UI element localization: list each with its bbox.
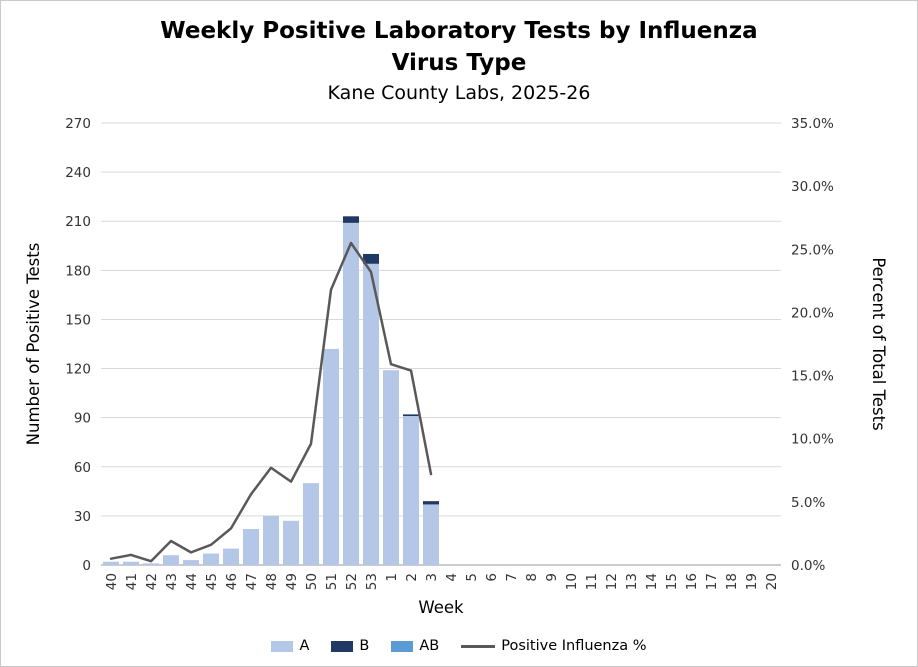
legend-item-ab: AB (391, 638, 439, 654)
bar-segment-b (423, 501, 439, 505)
x-tick-label: 44 (184, 573, 200, 590)
x-tick-label: 15 (664, 573, 680, 590)
right-tick-label: 10.0% (791, 432, 834, 448)
right-tick-label: 30.0% (791, 179, 834, 195)
x-tick-label: 12 (604, 573, 620, 590)
x-tick-label: 47 (244, 573, 260, 590)
bar-segment-b (403, 414, 419, 417)
legend-swatch-ab (391, 640, 414, 652)
chart-title: Weekly Positive Laboratory Tests by Infl… (160, 18, 758, 77)
bar-segment-a (163, 555, 179, 565)
x-tick-label: 40 (104, 573, 120, 590)
bar-segment-a (403, 416, 419, 565)
x-tick-label: 19 (744, 573, 760, 590)
bar-segment-a (383, 370, 399, 565)
legend-line-sample-icon (461, 644, 496, 648)
legend-label-ab: AB (419, 638, 440, 654)
left-tick-label: 0 (82, 558, 91, 574)
x-tick-label: 42 (144, 573, 160, 590)
right-tick-label: 5.0% (791, 495, 825, 511)
x-axis-title: Week (418, 598, 464, 617)
x-tick-label: 2 (404, 573, 420, 582)
bar-segment-a (143, 563, 159, 565)
right-tick-label: 0.0% (791, 558, 825, 574)
chart-subtitle: Kane County Labs, 2025-26 (327, 82, 591, 104)
right-tick-label: 25.0% (791, 242, 834, 258)
x-tick-label: 8 (524, 573, 540, 582)
x-tick-label: 7 (504, 573, 520, 582)
left-tick-label: 90 (74, 411, 91, 427)
left-tick-label: 180 (65, 263, 91, 279)
bar-segment-a (423, 504, 439, 565)
x-tick-label: 9 (544, 573, 560, 582)
left-axis-title: Number of Positive Tests (24, 243, 43, 446)
legend: A B AB Positive Influenza % (1, 638, 917, 654)
left-tick-label: 240 (65, 165, 91, 181)
bar-segment-a (183, 560, 199, 565)
bar-segment-a (303, 483, 319, 565)
x-tick-label: 51 (324, 573, 340, 590)
x-tick-label: 52 (344, 573, 360, 590)
bar-segment-a (363, 263, 379, 565)
x-tick-label: 1 (384, 573, 400, 582)
legend-item-line: Positive Influenza % (461, 638, 647, 654)
x-tick-label: 10 (564, 573, 580, 590)
legend-label-b: B (359, 638, 370, 654)
x-tick-label: 5 (464, 573, 480, 582)
x-tick-label: 20 (764, 573, 780, 590)
legend-swatch-a (271, 640, 294, 652)
x-tick-label: 43 (164, 573, 180, 590)
x-tick-label: 18 (724, 573, 740, 590)
left-tick-label: 120 (65, 362, 91, 378)
x-tick-label: 17 (704, 573, 720, 590)
legend-swatch-b (331, 640, 354, 652)
x-tick-label: 3 (424, 573, 440, 582)
bar-segment-a (223, 548, 239, 565)
percent-line (109, 241, 433, 563)
bar-segment-b (363, 253, 379, 264)
bar-segment-a (103, 561, 119, 565)
bar-segment-a (343, 222, 359, 565)
left-tick-label: 60 (74, 460, 91, 476)
left-tick-label: 270 (65, 116, 91, 132)
right-tick-label: 15.0% (791, 369, 834, 385)
right-axis-title: Percent of Total Tests (869, 257, 888, 430)
legend-label-a: A (299, 638, 310, 654)
bar-segment-a (203, 553, 219, 565)
x-tick-label: 50 (304, 573, 320, 590)
legend-item-a: A (271, 638, 309, 654)
bar-segment-a (323, 348, 339, 565)
legend-item-b: B (331, 638, 369, 654)
right-tick-label: 20.0% (791, 305, 834, 321)
x-tick-label: 6 (484, 573, 500, 582)
left-tick-label: 150 (65, 312, 91, 328)
bar-segment-a (263, 515, 279, 565)
bar-segment-b (343, 216, 359, 223)
x-tick-label: 48 (264, 573, 280, 590)
bar-segment-a (123, 561, 139, 565)
x-tick-label: 13 (624, 573, 640, 590)
left-tick-label: 30 (74, 509, 91, 525)
x-tick-label: 45 (204, 573, 220, 590)
legend-label-line: Positive Influenza % (501, 638, 647, 654)
x-tick-label: 49 (284, 573, 300, 590)
left-tick-label: 210 (65, 214, 91, 230)
bar-segment-a (243, 528, 259, 565)
x-tick-label: 41 (124, 573, 140, 590)
x-tick-label: 14 (644, 573, 660, 590)
x-tick-label: 4 (444, 573, 460, 582)
x-tick-label: 11 (584, 573, 600, 590)
x-tick-label: 16 (684, 573, 700, 590)
x-tick-label: 46 (224, 573, 240, 590)
right-tick-label: 35.0% (791, 116, 834, 132)
x-tick-label: 53 (364, 573, 380, 590)
bar-segment-a (283, 520, 299, 565)
